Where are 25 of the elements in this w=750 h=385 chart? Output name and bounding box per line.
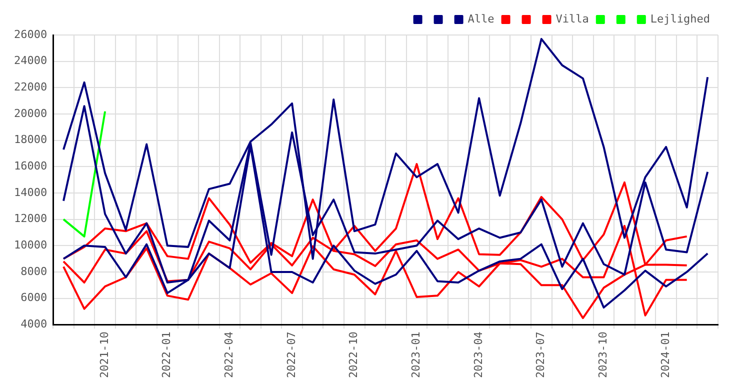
y-tick-label: 6000: [20, 291, 48, 304]
y-tick-label: 26000: [14, 28, 48, 41]
y-tick-label: 8000: [20, 264, 48, 278]
y-tick-label: 12000: [14, 212, 48, 226]
legend-label: Alle: [468, 12, 494, 26]
legend-label: Villa: [556, 12, 589, 26]
legend-label: Lejlighed: [650, 12, 710, 26]
x-tick-label: 2023-04: [472, 331, 485, 378]
x-tick-label: 2023-07: [534, 332, 548, 378]
y-tick-label: 20000: [14, 106, 48, 120]
x-tick-label: 2022-07: [284, 332, 298, 378]
x-tick-label: 2022-04: [222, 331, 236, 378]
y-tick-label: 10000: [14, 238, 48, 252]
y-tick-label: 4000: [20, 318, 48, 330]
x-tick-label: 2023-01: [410, 332, 423, 378]
x-tick-label: 2022-01: [160, 332, 174, 378]
x-tick-label: 2024-01: [658, 332, 672, 378]
y-tick-label: 18000: [14, 133, 48, 146]
x-tick-label: 2022-10: [347, 332, 360, 378]
y-tick-label: 16000: [14, 160, 48, 173]
y-tick-label: 14000: [14, 186, 48, 199]
x-tick-label: 2023-10: [596, 332, 610, 378]
y-tick-label: 24000: [14, 54, 48, 68]
x-tick-label: 2021-10: [98, 332, 111, 378]
y-tick-label: 22000: [14, 80, 48, 94]
